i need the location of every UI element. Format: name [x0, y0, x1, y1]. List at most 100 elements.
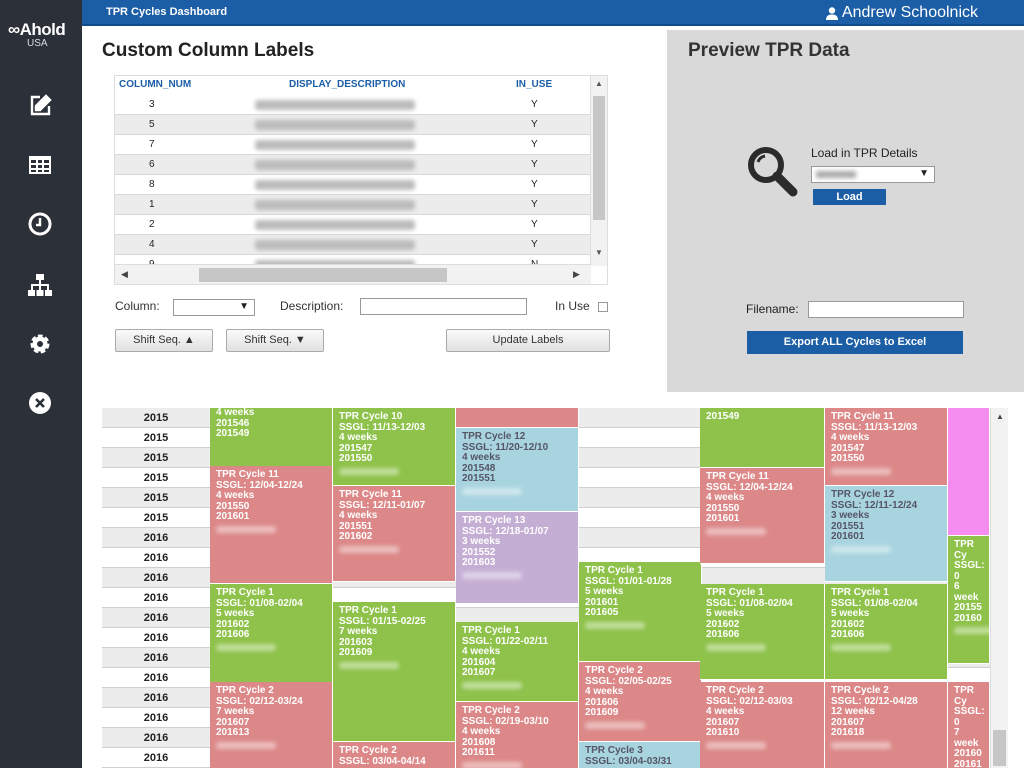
cycle-block[interactable]: TPR Cycle 11 SSGL: 12/04-12/24 4 weeks 2015… [700, 468, 825, 564]
cycle-block[interactable]: TPR Cycle 2 SSGL: 02/12-04/28 12 weeks 2016… [825, 682, 948, 768]
shift-seq-up-button[interactable]: Shift Seq. ▲ [115, 329, 213, 352]
cycle-line: SSGL: 01/01-01/28 [585, 575, 672, 587]
description-input[interactable] [360, 298, 527, 315]
cycle-block[interactable]: TPR Cycle 1 SSGL: 01/08-02/04 5 weeks 20160… [700, 584, 825, 680]
cycle-line: 7 weeks [339, 626, 378, 637]
cycle-block[interactable]: TPR Cycle 10 SSGL: 11/13-12/03 4 weeks 2015… [333, 408, 456, 486]
cycle-block[interactable]: TPR Cycle 2 SSGL: 02/12-03/24 7 weeks 20160… [210, 682, 333, 768]
in-use-checkbox[interactable] [598, 302, 608, 312]
load-source-select[interactable]: ▼ [811, 166, 935, 183]
scroll-left-icon[interactable]: ◀ [121, 269, 128, 279]
description-cell [255, 180, 415, 190]
cycle-line: SSGL: 02/12-04/28 [831, 695, 918, 707]
cycle-block[interactable] [948, 408, 990, 536]
cycle-block[interactable]: TPR Cycle 2 SSGL: 02/05-02/25 4 weeks 20160… [579, 662, 702, 742]
redacted-text [339, 467, 399, 475]
cycle-line: TPR Cycle 1 [339, 605, 397, 616]
cycle-block[interactable]: TPR Cycle 1 SSGL: 01/01-01/28 5 weeks 20160… [579, 562, 702, 662]
cycle-line: 201547 [339, 442, 373, 454]
cycle-line: 201601 [585, 596, 619, 608]
cycle-block[interactable]: TPR Cycle 1 SSGL: 01/08-02/04 5 weeks 20160… [210, 584, 333, 684]
cycle-line: 201607 [462, 667, 496, 678]
clock-icon[interactable] [26, 210, 54, 238]
cycle-line: 4 weeks [216, 408, 255, 418]
cycle-block[interactable]: TPR Cycle 2 SSGL: 02/12-03/03 4 weeks 20160… [700, 682, 825, 768]
scroll-up-icon[interactable]: ▲ [996, 412, 1004, 421]
scroll-right-icon[interactable]: ▶ [573, 269, 580, 279]
filename-input[interactable] [808, 301, 964, 318]
user-menu[interactable]: Andrew Schoolnick [825, 4, 978, 22]
cycle-block[interactable]: TPR Cycle 11 SSGL: 12/11-01/07 4 weeks 2015… [333, 486, 456, 582]
load-button[interactable]: Load [813, 189, 886, 205]
cycle-line: SSGL: 03/04-03/31 [585, 755, 672, 767]
scroll-up-icon[interactable]: ▲ [595, 79, 603, 88]
cycle-block[interactable]: TPR Cycle 1 SSGL: 01/15-02/25 7 weeks 20160… [333, 602, 456, 742]
year-cell: 2016 [143, 712, 169, 724]
table-horizontal-scrollbar[interactable]: ◀ ▶ [115, 264, 591, 284]
user-icon [825, 6, 838, 20]
col-header-inuse[interactable]: IN_USE [516, 79, 553, 90]
cycle-line: SSGL: 12/11-12/24 [831, 499, 918, 511]
scroll-down-icon[interactable]: ▼ [595, 248, 603, 257]
export-excel-button[interactable]: Export ALL Cycles to Excel [747, 331, 963, 354]
cycle-line: 201552 [462, 546, 496, 558]
cycle-line: TPR Cycle 1 [216, 587, 274, 598]
cycle-block[interactable]: TPR Cycle 12 SSGL: 12/11-12/24 3 weeks 2015… [825, 486, 948, 582]
cycle-line: SSGL: 01/22-02/11 [462, 635, 549, 647]
cycle-block[interactable]: TPR Cycle 3 SSGL: 03/04-03/31 [579, 742, 702, 768]
year-cell: 2016 [143, 752, 169, 764]
scroll-thumb[interactable] [593, 96, 605, 220]
col-header-num[interactable]: COLUMN_NUM [119, 79, 192, 90]
cycle-line: 5 weeks [831, 608, 870, 619]
redacted-text [831, 741, 891, 749]
redacted-text [954, 627, 989, 634]
cycle-line: 201549 [706, 411, 740, 422]
org-chart-icon[interactable] [26, 271, 54, 299]
cycle-line: SSGL: 02/19-03/10 [462, 715, 549, 727]
sidebar: ∞Ahold USA [0, 0, 82, 768]
scroll-thumb[interactable] [993, 730, 1006, 766]
cycle-block[interactable]: 201549 [700, 408, 825, 468]
description-cell [255, 200, 415, 210]
cycle-block[interactable]: TPR Cycle 2 SSGL: 03/04-04/14 [333, 742, 456, 768]
col-header-desc[interactable]: DISPLAY_DESCRIPTION [289, 79, 406, 90]
cycle-line: TPR Cycle 1 [585, 565, 643, 576]
grid-vertical-scrollbar[interactable]: ▲ [990, 408, 1008, 768]
cycle-block[interactable] [456, 408, 579, 428]
year-cell: 2015 [143, 492, 169, 504]
scroll-thumb[interactable] [199, 268, 447, 282]
cycle-line: SSGL: 0 [954, 560, 985, 582]
description-cell [255, 120, 415, 130]
cycle-line: SSGL: 12/04-12/24 [706, 481, 793, 493]
table-icon[interactable] [26, 151, 54, 179]
in-use-label: In Use [555, 299, 590, 313]
cycle-block[interactable]: TPR Cycle 1 SSGL: 01/22-02/11 4 weeks 20160… [456, 622, 579, 702]
table-vertical-scrollbar[interactable]: ▲ ▼ [590, 76, 607, 266]
shift-seq-down-button[interactable]: Shift Seq. ▼ [226, 329, 324, 352]
cycle-block[interactable]: TPR Cycle 2 SSGL: 02/19-03/10 4 weeks 20160… [456, 702, 579, 768]
cycle-block[interactable]: TPR Cycle 12 SSGL: 11/20-12/10 4 weeks 2015… [456, 428, 579, 512]
close-circle-icon[interactable] [26, 389, 54, 417]
gear-icon[interactable] [26, 330, 54, 358]
update-labels-button[interactable]: Update Labels [446, 329, 610, 352]
cycle-line: 12 weeks [831, 706, 875, 717]
cycle-line: TPR Cycle 11 [831, 411, 894, 422]
cycle-block[interactable]: TPR Cycle 11 SSGL: 11/13-12/03 4 weeks 2015… [825, 408, 948, 486]
column-select[interactable]: ▼ [173, 299, 255, 316]
cycle-line: SSGL: 03/04-04/14 [339, 755, 426, 767]
cycle-block[interactable]: TPR Cycle 1 SSGL: 01/08-02/04 5 weeks 20160… [825, 584, 948, 680]
edit-icon[interactable] [26, 92, 54, 120]
cycle-block[interactable]: TPR Cycle 13 SSGL: 12/18-01/07 3 weeks 2015… [456, 512, 579, 604]
cycle-line: TPR Cycle 11 [706, 471, 769, 482]
cycle-block[interactable]: TPR Cycle 11 SSGL: 12/04-12/24 4 weeks 2015… [210, 466, 333, 584]
